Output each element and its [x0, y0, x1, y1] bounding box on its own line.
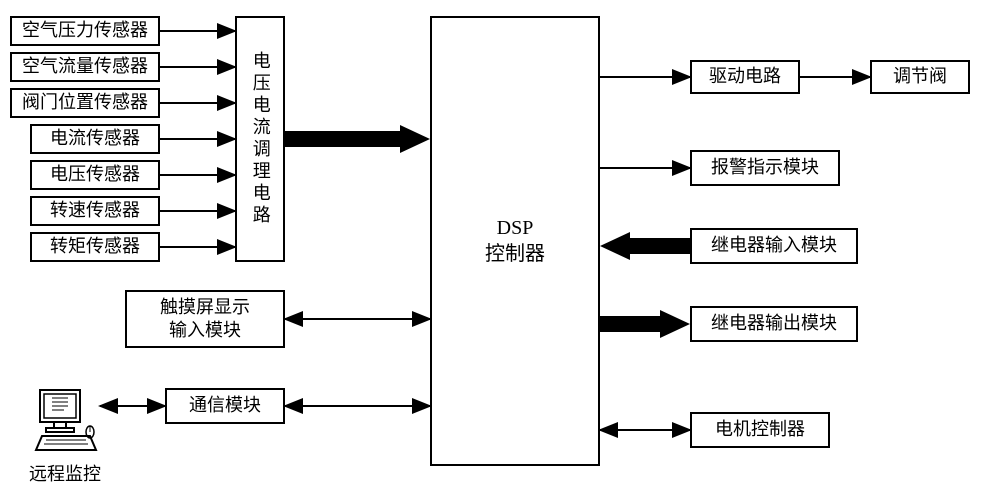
label: 阀门位置传感器	[22, 91, 148, 114]
voltage-current-conditioner: 电压电流调理电路	[235, 16, 285, 262]
sensor-rpm: 转速传感器	[30, 196, 160, 226]
relay-output-module: 继电器输出模块	[690, 306, 858, 342]
label: 通信模块	[189, 394, 261, 417]
sensor-voltage: 电压传感器	[30, 160, 160, 190]
label: DSP 控制器	[485, 215, 545, 267]
sensor-air-flow: 空气流量传感器	[10, 52, 160, 82]
sensor-air-pressure: 空气压力传感器	[10, 16, 160, 46]
label: 报警指示模块	[711, 156, 819, 179]
alarm-module: 报警指示模块	[690, 150, 840, 186]
label: 触摸屏显示 输入模块	[160, 296, 250, 343]
regulating-valve: 调节阀	[870, 60, 970, 94]
label: 电机控制器	[715, 418, 805, 441]
sensor-current: 电流传感器	[30, 124, 160, 154]
dsp-controller: DSP 控制器	[430, 16, 600, 466]
drive-circuit: 驱动电路	[690, 60, 800, 94]
motor-controller: 电机控制器	[690, 412, 830, 448]
label: 继电器输出模块	[711, 312, 837, 335]
label: 继电器输入模块	[711, 234, 837, 257]
label: 驱动电路	[709, 65, 781, 88]
label: 电流传感器	[50, 127, 140, 150]
sensor-valve-position: 阀门位置传感器	[10, 88, 160, 118]
label: 电压电流调理电路	[248, 51, 271, 227]
sensor-torque: 转矩传感器	[30, 232, 160, 262]
remote-monitor-label: 远程监控	[20, 460, 110, 486]
label: 转矩传感器	[50, 235, 140, 258]
label: 空气压力传感器	[22, 19, 148, 42]
label: 电压传感器	[50, 163, 140, 186]
label: 空气流量传感器	[22, 55, 148, 78]
remote-pc-icon	[34, 388, 98, 456]
label: 调节阀	[893, 65, 947, 88]
comm-module: 通信模块	[165, 388, 285, 424]
label: 远程监控	[29, 464, 101, 484]
relay-input-module: 继电器输入模块	[690, 228, 858, 264]
label: 转速传感器	[50, 199, 140, 222]
touchscreen-module: 触摸屏显示 输入模块	[125, 290, 285, 348]
